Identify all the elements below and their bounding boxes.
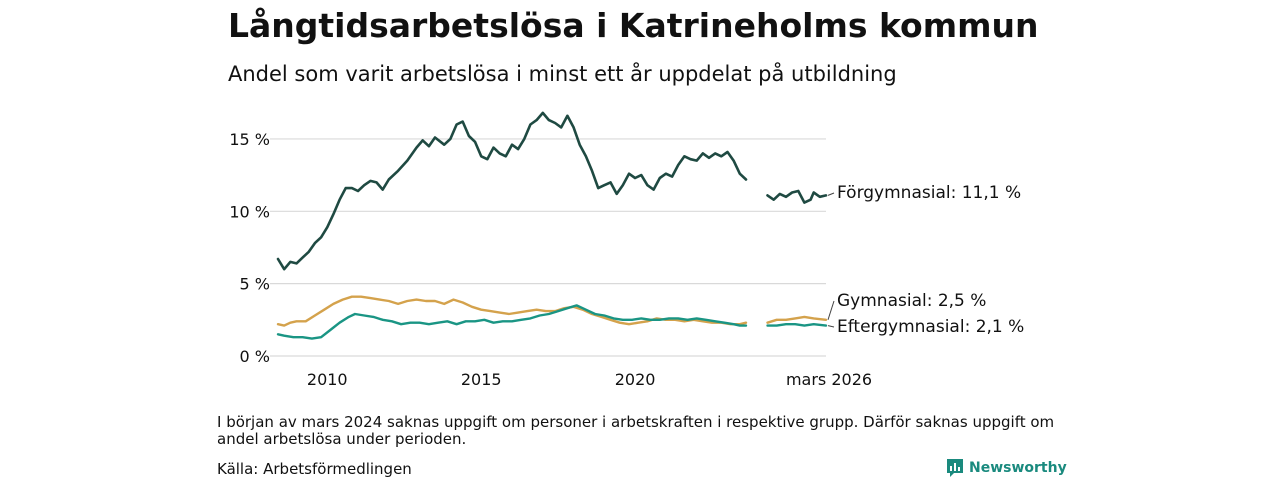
label-connector xyxy=(827,300,835,320)
series-line-eftergymnasial xyxy=(766,323,828,327)
x-tick-label: 2010 xyxy=(307,370,348,389)
series-label-förgymnasial: Förgymnasial: 11,1 % xyxy=(837,183,1021,203)
grid-lines xyxy=(270,138,826,357)
x-tick-label: 2015 xyxy=(461,370,502,389)
label-connector xyxy=(827,325,835,328)
series-label-eftergymnasial: Eftergymnasial: 2,1 % xyxy=(837,317,1024,337)
series-line-eftergymnasial xyxy=(276,304,748,340)
y-axis-ticks: 0 % 5 % 10 % 15 % xyxy=(229,130,270,366)
y-tick-label: 5 % xyxy=(240,275,270,294)
series-line-förgymnasial xyxy=(276,111,748,271)
series-lines xyxy=(276,111,828,340)
chart-subtitle: Andel som varit arbetslösa i minst ett å… xyxy=(228,62,897,86)
y-tick-label: 0 % xyxy=(240,347,270,366)
chart-title: Långtidsarbetslösa i Katrineholms kommun xyxy=(228,6,1039,45)
label-connector xyxy=(827,192,835,196)
series-label-gymnasial: Gymnasial: 2,5 % xyxy=(837,291,986,311)
brand-name: Newsworthy xyxy=(969,460,1067,476)
y-tick-label: 15 % xyxy=(229,130,270,149)
series-line-gymnasial xyxy=(276,295,748,327)
x-axis-ticks: 2010 2015 2020 mars 2026 xyxy=(307,370,872,389)
y-tick-label: 10 % xyxy=(229,202,270,221)
line-chart: 0 % 5 % 10 % 15 % 2010 2015 2020 mars 2026 För… xyxy=(229,111,1024,389)
footnote: I början av mars 2024 saknas uppgift om … xyxy=(217,413,1055,448)
series-labels: Förgymnasial: 11,1 % Gymnasial: 2,5 % Efte… xyxy=(827,183,1024,337)
x-tick-label: mars 2026 xyxy=(786,370,872,389)
source-text: Källa: Arbetsförmedlingen xyxy=(217,460,412,478)
newsworthy-brand[interactable]: Newsworthy xyxy=(946,458,1067,478)
series-line-gymnasial xyxy=(766,315,828,324)
x-tick-label: 2020 xyxy=(615,370,656,389)
newsworthy-logo-icon xyxy=(947,459,963,477)
series-line-förgymnasial xyxy=(766,189,828,204)
